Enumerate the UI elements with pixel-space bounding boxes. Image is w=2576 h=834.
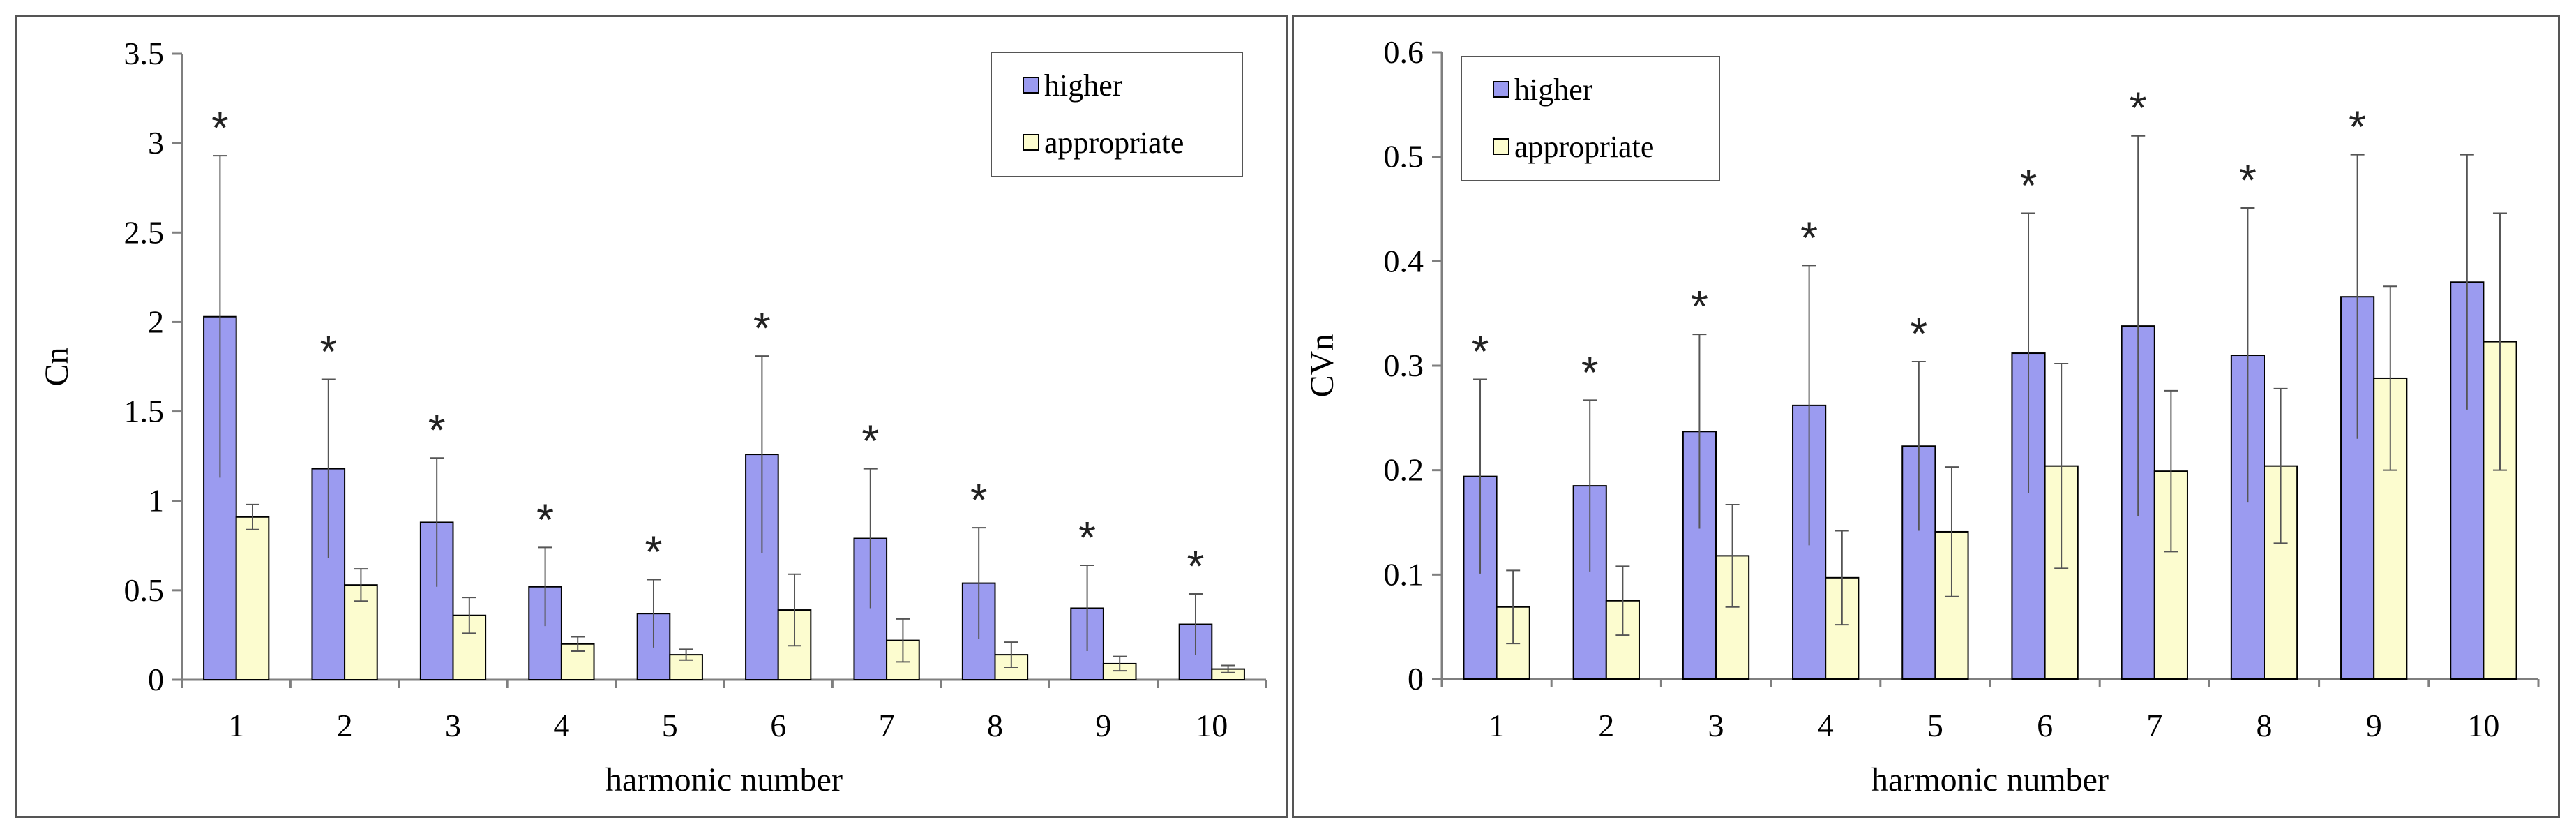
legend-label-appropriate: appropriate <box>1044 126 1184 160</box>
x-tick-label: 2 <box>337 708 353 743</box>
x-tick-label: 9 <box>2366 708 2382 743</box>
y-tick-label: 3 <box>148 125 164 161</box>
legend-label-higher: higher <box>1044 68 1123 103</box>
significance-star-3: * <box>1691 281 1708 332</box>
legend-swatch-higher <box>1023 77 1039 94</box>
x-tick-label: 5 <box>662 708 678 743</box>
significance-star-10: * <box>1187 541 1205 591</box>
x-axis-title: harmonic number <box>1871 761 2109 798</box>
x-tick-label: 4 <box>1818 708 1834 743</box>
x-tick-label: 1 <box>228 708 244 743</box>
x-tick-label: 1 <box>1489 708 1505 743</box>
legend-box <box>991 52 1243 177</box>
y-tick-label: 0.5 <box>1384 139 1424 174</box>
y-tick-label: 0.6 <box>1384 34 1424 70</box>
x-tick-label: 7 <box>2146 708 2162 743</box>
y-tick-label: 0.5 <box>124 572 165 608</box>
significance-star-9: * <box>1078 512 1096 563</box>
x-tick-label: 3 <box>1708 708 1724 743</box>
y-tick-label: 0.4 <box>1384 243 1424 278</box>
significance-star-7: * <box>861 416 879 466</box>
y-tick-label: 0.2 <box>1384 452 1424 488</box>
legend-swatch-appropriate <box>1493 138 1509 155</box>
significance-star-5: * <box>645 526 663 576</box>
y-tick-label: 0 <box>148 662 164 697</box>
significance-star-1: * <box>1472 326 1489 376</box>
cvn-bar-chart: 0 0.1 0.2 0.3 0.4 0.5 0.6 * 1 * 2 * 3 * 4 * 5 * 6 * 7 * 8 * 9 10 h… <box>1304 34 2540 798</box>
x-tick-label: 9 <box>1095 708 1111 743</box>
y-axis-title: Cn <box>38 347 75 386</box>
bar-higher-7 <box>853 537 888 681</box>
y-tick-label: 1.5 <box>124 394 165 429</box>
y-tick-label: 2 <box>148 304 164 339</box>
y-axis-title: CVn <box>1304 334 1341 398</box>
significance-star-6: * <box>753 303 771 353</box>
y-tick-label: 1 <box>148 483 164 519</box>
x-tick-label: 4 <box>553 708 569 743</box>
y-tick-label: 0 <box>1408 661 1424 697</box>
significance-star-7: * <box>2130 83 2147 133</box>
significance-star-1: * <box>211 103 229 153</box>
x-tick-label: 6 <box>2037 708 2053 743</box>
significance-star-9: * <box>2349 102 2366 152</box>
significance-star-6: * <box>2020 160 2038 210</box>
significance-star-2: * <box>319 326 337 376</box>
x-tick-label: 10 <box>2467 708 2499 743</box>
x-tick-label: 8 <box>2257 708 2273 743</box>
legend-label-higher: higher <box>1514 73 1593 107</box>
chart-panel-cvn: 0 0.1 0.2 0.3 0.4 0.5 0.6 * 1 * 2 * 3 * 4 * 5 * 6 * 7 * 8 * 9 10 h… <box>1292 15 2560 818</box>
significance-star-4: * <box>1800 212 1818 262</box>
x-tick-label: 7 <box>879 708 895 743</box>
cn-bar-chart: 0 0.5 1 1.5 2 2.5 3 3.5 * 1 * 2 * 3 * 4 * 5 * 6 * 7 * 8 * 9 * 10 har… <box>38 36 1267 798</box>
significance-star-3: * <box>428 405 446 455</box>
chart-panel-cn: 0 0.5 1 1.5 2 2.5 3 3.5 * 1 * 2 * 3 * 4 * 5 * 6 * 7 * 8 * 9 * 10 har… <box>15 15 1288 818</box>
significance-star-5: * <box>1910 308 1927 359</box>
x-tick-label: 3 <box>445 708 461 743</box>
significance-star-8: * <box>2239 155 2257 205</box>
y-tick-label: 2.5 <box>124 214 165 250</box>
significance-star-8: * <box>970 475 988 525</box>
legend-swatch-higher <box>1493 81 1509 98</box>
legend-swatch-appropriate <box>1023 134 1039 151</box>
bar-appropriate-1 <box>235 516 270 681</box>
x-tick-label: 10 <box>1196 708 1228 743</box>
x-axis-title: harmonic number <box>605 761 843 798</box>
x-tick-label: 6 <box>770 708 786 743</box>
significance-star-4: * <box>536 494 554 544</box>
x-tick-label: 5 <box>1927 708 1943 743</box>
legend-label-appropriate: appropriate <box>1514 130 1654 164</box>
significance-star-2: * <box>1581 347 1599 397</box>
y-tick-label: 0.3 <box>1384 348 1424 383</box>
x-tick-label: 2 <box>1598 708 1614 743</box>
y-tick-label: 0.1 <box>1384 556 1424 592</box>
legend-box <box>1461 56 1720 181</box>
y-tick-label: 3.5 <box>124 36 165 71</box>
x-tick-label: 8 <box>987 708 1003 743</box>
